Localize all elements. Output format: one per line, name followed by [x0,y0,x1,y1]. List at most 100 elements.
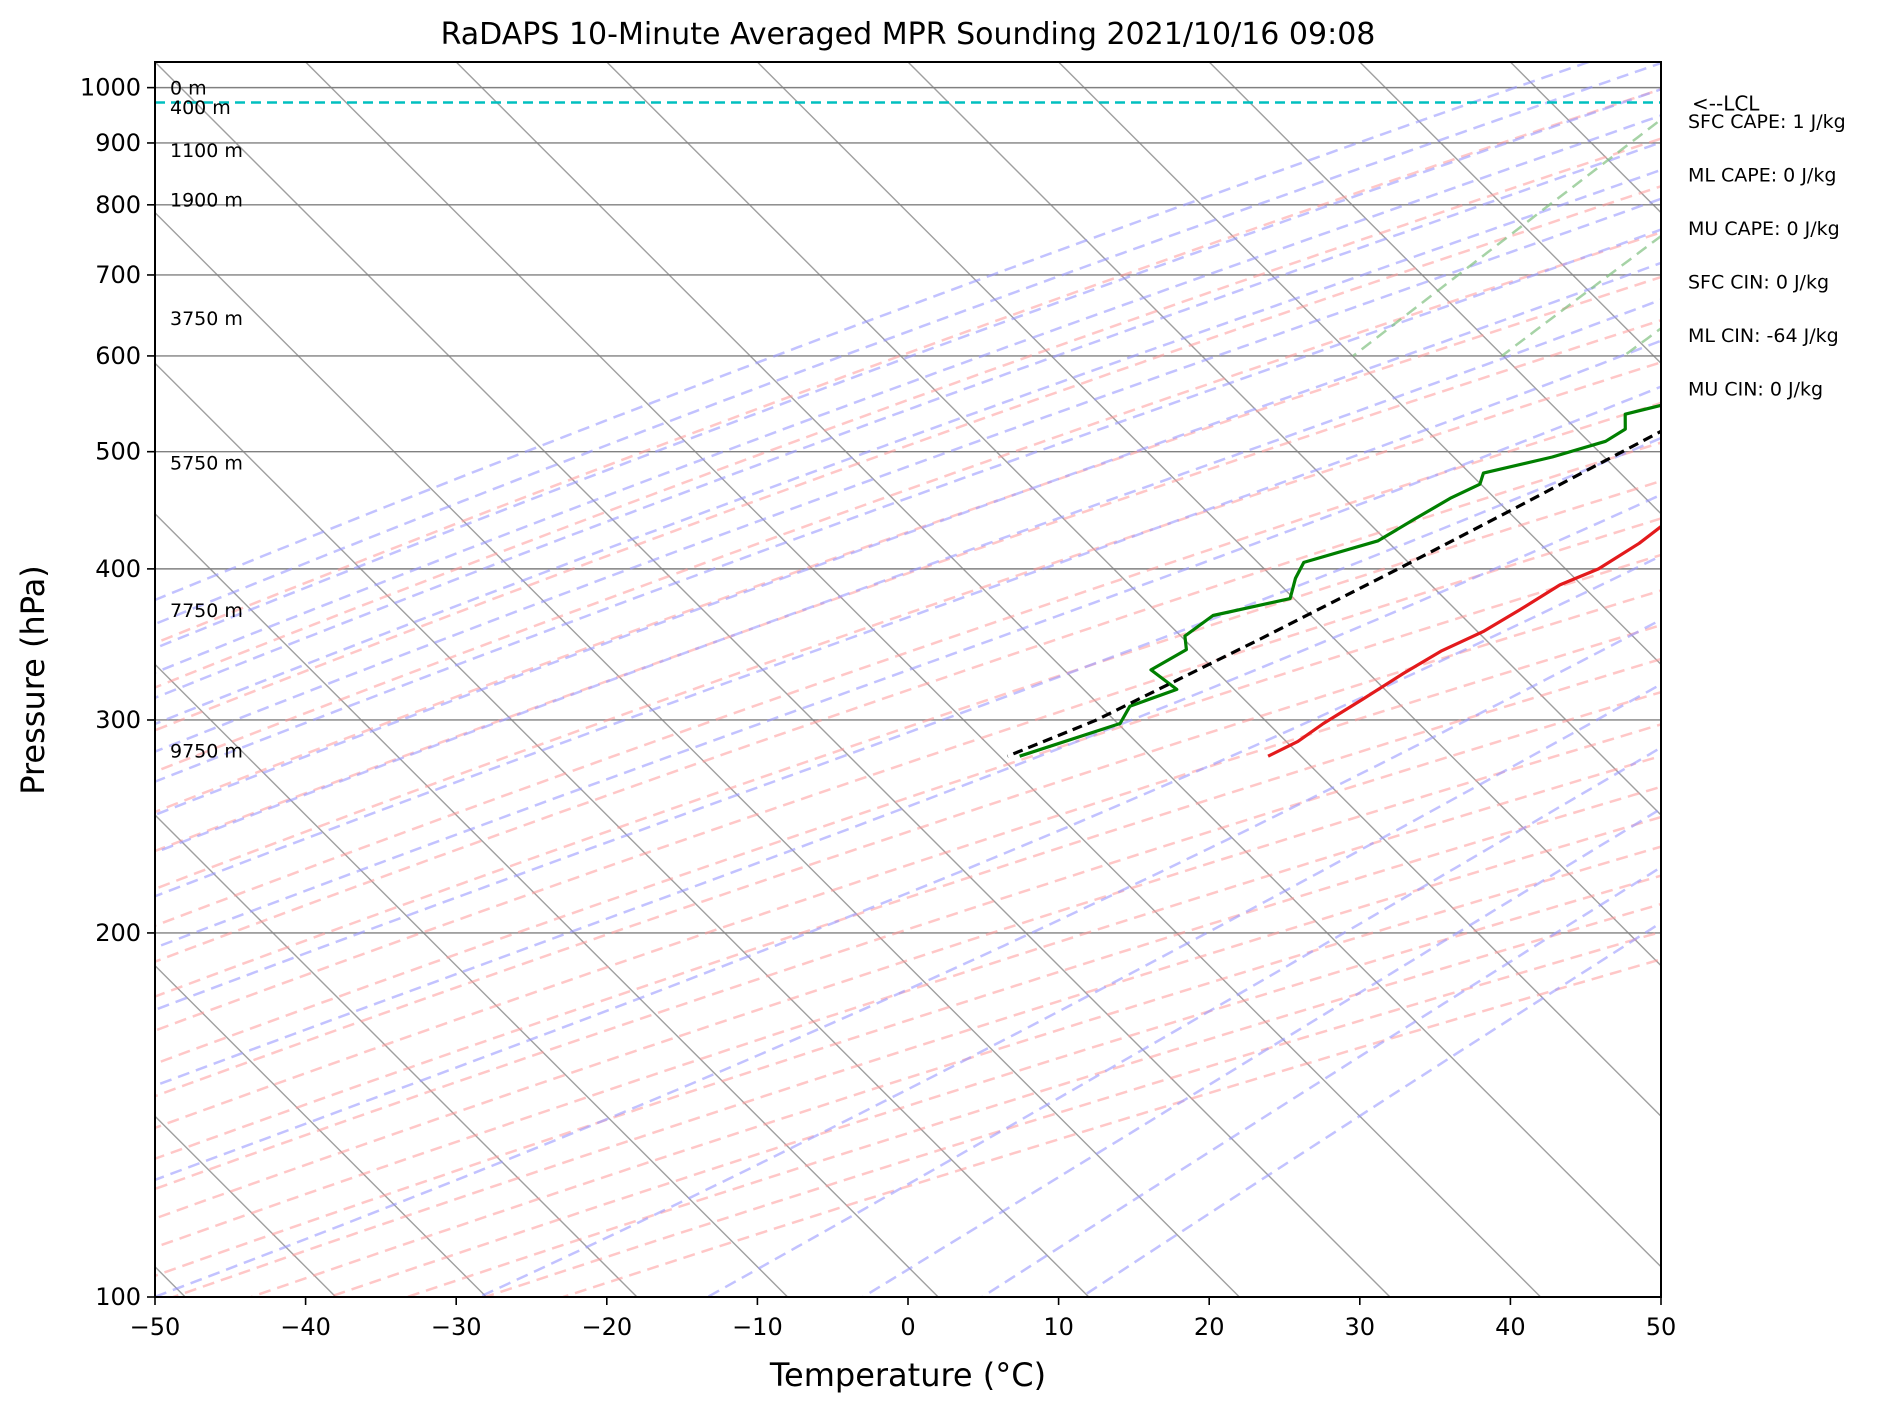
dry-adiabat-line [155,553,1661,1066]
stat-line: SFC CIN: 0 J/kg [1688,272,1829,294]
dry-adiabats [155,87,1661,1297]
x-tick-label: 50 [1646,1313,1677,1341]
x-tick-label: −10 [732,1313,783,1341]
y-tick-label: 900 [95,129,141,157]
background-lines [155,62,1661,1297]
height-label: 400 m [170,97,231,119]
y-tick-label: 500 [95,438,141,466]
stat-line: ML CIN: -64 J/kg [1688,325,1839,347]
x-tick-label: 30 [1345,1313,1376,1341]
dry-adiabat-line [484,930,1661,1297]
x-axis-ticks: −50 −40 −30 −20 −10 0 10 20 30 40 50 [130,1297,1677,1341]
y-tick-label: 1000 [80,74,141,102]
dry-adiabat-line [155,517,1661,1032]
isotherm-line [1509,62,1661,214]
dry-adiabat-line [155,360,1661,891]
dry-adiabat-line [155,589,1661,1098]
dry-adiabat-line [155,623,1661,1130]
x-tick-label: 40 [1495,1313,1526,1341]
x-tick-label: −50 [130,1313,181,1341]
dry-adiabat-line [328,874,1661,1297]
x-tick-label: −20 [581,1313,632,1341]
dry-adiabat-line [155,137,1661,689]
dry-adiabat-line [172,815,1661,1297]
x-tick-label: 20 [1194,1313,1225,1341]
isotherm-line [155,964,487,1297]
moist-adiabat-line [155,261,1661,817]
moist-adiabats [155,62,1661,1297]
isotherm-line [1058,62,1661,666]
moist-adiabat-line [155,62,1590,602]
isotherm-line [606,62,1661,1118]
y-axis-ticks: 100 200 300 400 500 600 700 800 900 1000 [80,74,155,1311]
y-tick-label: 200 [95,919,141,947]
moist-adiabat-line [155,339,1661,898]
isotherm-line [1660,62,1661,63]
y-tick-label: 800 [95,191,141,219]
lcl-label: <--LCL [1692,92,1760,116]
plot-frame [154,61,1662,1298]
isotherm-line [305,62,1542,1297]
height-label: 7750 m [170,600,243,622]
y-tick-label: 100 [95,1283,141,1311]
dewpoint-profile [1019,403,1661,758]
height-label: 9750 m [170,741,243,763]
parameter-stats: SFC CAPE: 1 J/kg ML CAPE: 0 J/kg MU CAPE: … [1688,111,1846,401]
height-label: 1100 m [170,140,243,162]
moist-adiabat-line [155,493,1661,1088]
dry-adiabat-line [155,441,1661,963]
y-tick-label: 600 [95,342,141,370]
moist-adiabat-line [981,865,1661,1297]
mixing-ratio-line [1352,117,1661,357]
isotherm-line [907,62,1661,816]
dry-adiabat-line [155,87,1661,645]
isotherm-line [155,512,939,1297]
isotherm-line [155,663,789,1297]
isotherm-grid [155,62,1661,1297]
x-tick-label: 10 [1043,1313,1074,1341]
y-tick-label: 400 [95,555,141,583]
dry-adiabat-line [155,275,1661,814]
moist-adiabat-line [155,385,1661,950]
isotherm-line [155,62,1391,1297]
height-label: 0 m [170,78,207,100]
x-tick-label: −30 [431,1313,482,1341]
height-label: 1900 m [170,190,243,212]
moist-adiabat-line [155,197,1661,753]
isotherm-line [756,62,1661,967]
stat-line: ML CAPE: 0 J/kg [1688,165,1836,187]
y-axis-label: Pressure (hPa) [14,565,52,795]
moist-adiabat-line [155,298,1661,854]
stat-line: SFC CAPE: 1 J/kg [1688,111,1846,133]
isotherm-line [1359,62,1661,365]
x-axis-label: Temperature (°C) [769,1356,1046,1394]
isotherm-line [155,211,1240,1297]
y-tick-label: 300 [95,706,141,734]
dry-adiabat-line [155,690,1661,1191]
isotherm-line [155,362,1090,1297]
moist-adiabat-line [706,746,1661,1297]
height-labels: 9750 m 7750 m 5750 m 3750 m 1900 m 1100 m 400 … [170,78,243,763]
moist-adiabat-line [155,618,1661,1297]
mixing-ratio-lines [1352,117,1661,357]
dry-adiabat-line [562,957,1661,1297]
moist-adiabat-line [155,141,1661,700]
moist-adiabat-line [155,554,1661,1182]
series-layer [1006,403,1661,758]
moist-adiabat-line [155,114,1661,674]
height-label: 3750 m [170,308,243,330]
height-label: 5750 m [170,452,243,474]
dry-adiabat-line [155,754,1661,1249]
temperature-profile [1267,524,1661,758]
x-tick-label: 0 [900,1313,915,1341]
y-tick-label: 700 [95,261,141,289]
stat-line: MU CIN: 0 J/kg [1688,379,1823,401]
stat-line: MU CAPE: 0 J/kg [1688,218,1840,240]
x-tick-label: −40 [280,1313,331,1341]
chart-title: RaDAPS 10-Minute Averaged MPR Sounding 2… [441,17,1376,52]
dry-adiabat-line [155,318,1661,853]
isotherm-line [455,62,1661,1268]
moist-adiabat-line [155,228,1661,784]
moist-adiabat-line [478,682,1661,1297]
